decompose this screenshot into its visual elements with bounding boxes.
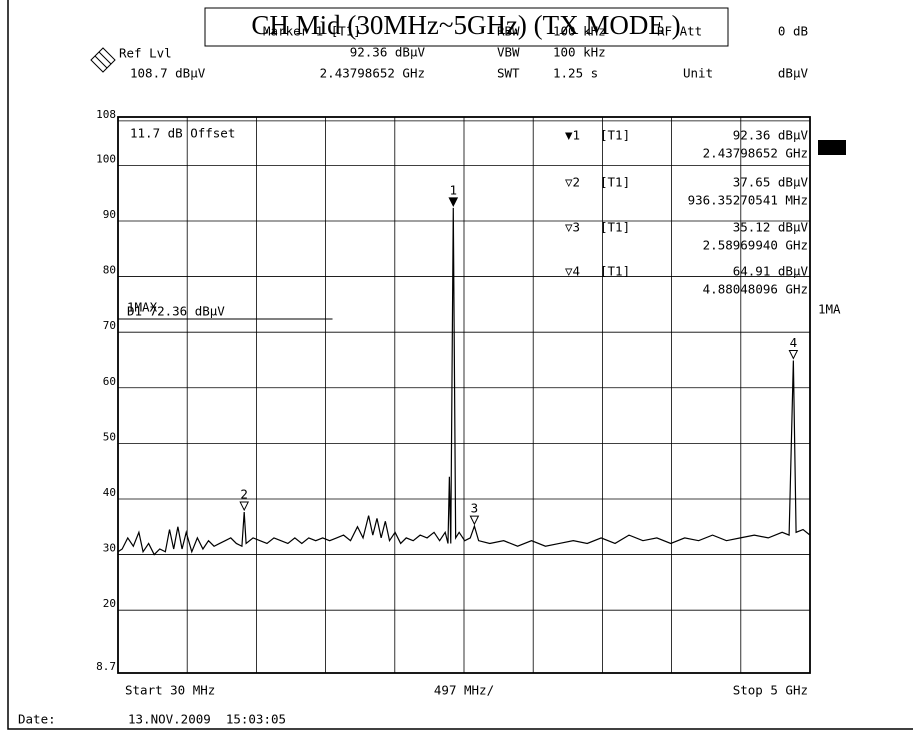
y-tick-label: 20 bbox=[103, 597, 116, 610]
ref-lvl: Ref Lvl bbox=[119, 46, 172, 61]
marker-label: 4 bbox=[790, 335, 798, 350]
marker-freq: 2.43798652 GHz bbox=[703, 146, 808, 161]
marker-id: ▽4 bbox=[565, 264, 580, 279]
marker-id: ▽2 bbox=[565, 175, 580, 190]
y-tick-label: 30 bbox=[103, 542, 116, 555]
y-tick-label: 40 bbox=[103, 486, 116, 499]
y-tick-label: 100 bbox=[96, 152, 116, 165]
marker-trace: [T1] bbox=[600, 128, 630, 143]
rbw-value: 100 kHz bbox=[553, 24, 606, 39]
marker bbox=[788, 349, 799, 360]
marker-freq: 2.58969940 GHz bbox=[703, 238, 808, 253]
date-label: Date: bbox=[18, 712, 56, 727]
rf-att: RF Att bbox=[657, 24, 702, 39]
logo bbox=[90, 47, 116, 73]
marker bbox=[469, 515, 480, 526]
display-line-label: D1 72.36 dBµV bbox=[127, 304, 225, 319]
x-span: 497 MHz/ bbox=[434, 683, 494, 698]
marker-trace: [T1] bbox=[600, 175, 630, 190]
marker-id: ▼1 bbox=[565, 128, 580, 143]
marker-freq: 2.43798652 GHz bbox=[320, 66, 425, 81]
date: 13.NOV.2009 15:03:05 bbox=[128, 712, 286, 727]
offset: 11.7 dB Offset bbox=[130, 126, 235, 141]
unit: Unit bbox=[683, 66, 713, 81]
title-box bbox=[204, 7, 729, 47]
swt-value: 1.25 s bbox=[553, 66, 598, 81]
marker-header: Marker 1 [T1] bbox=[263, 24, 361, 39]
y-tick-label: 8.7 bbox=[96, 660, 116, 673]
marker bbox=[239, 501, 250, 512]
trace bbox=[117, 207, 811, 556]
marker-freq: 4.88048096 GHz bbox=[703, 282, 808, 297]
chart-title: CH Mid (30MHz~5GHz) (TX MODE ) bbox=[251, 10, 680, 40]
side-label: 1MA bbox=[818, 302, 841, 317]
marker-level: 92.36 dBµV bbox=[733, 128, 809, 143]
trace-label: 1MAX bbox=[127, 300, 158, 315]
y-tick-label: 90 bbox=[103, 208, 116, 221]
y-tick-label: 108 bbox=[96, 108, 116, 121]
marker-label: 2 bbox=[240, 487, 248, 502]
marker-label: 3 bbox=[471, 501, 479, 516]
x-stop: Stop 5 GHz bbox=[733, 683, 808, 698]
marker-level: 37.65 dBµV bbox=[733, 175, 809, 190]
y-tick-label: 60 bbox=[103, 375, 116, 388]
plot-border bbox=[117, 116, 811, 674]
y-tick-label: 50 bbox=[103, 430, 116, 443]
y-tick-label: 70 bbox=[103, 319, 116, 332]
marker-freq: 936.35270541 MHz bbox=[688, 193, 808, 208]
indicator bbox=[818, 140, 846, 155]
rf-att-value: 0 dB bbox=[778, 24, 808, 39]
marker-trace: [T1] bbox=[600, 264, 630, 279]
unit-value: dBµV bbox=[778, 66, 809, 81]
marker-level: 92.36 dBµV bbox=[350, 45, 426, 60]
vbw: VBW bbox=[497, 45, 520, 60]
marker-trace: [T1] bbox=[600, 220, 630, 235]
vbw-value: 100 kHz bbox=[553, 45, 606, 60]
marker bbox=[448, 197, 459, 207]
x-start: Start 30 MHz bbox=[125, 683, 215, 698]
swt: SWT bbox=[497, 66, 520, 81]
rbw: RBW bbox=[497, 24, 520, 39]
marker-level: 64.91 dBµV bbox=[733, 264, 809, 279]
ref-value: 108.7 dBµV bbox=[130, 66, 206, 81]
marker-level: 35.12 dBµV bbox=[733, 220, 809, 235]
marker-id: ▽3 bbox=[565, 220, 580, 235]
frame bbox=[7, 0, 913, 730]
y-tick-label: 80 bbox=[103, 264, 116, 277]
marker-label: 1 bbox=[450, 182, 458, 197]
